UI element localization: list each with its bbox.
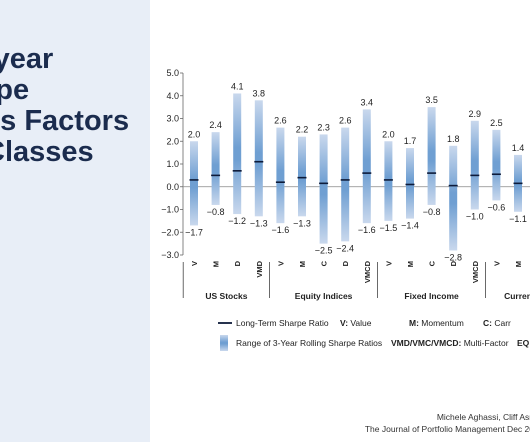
category-label: V — [384, 261, 393, 266]
high-value-label: 3.4 — [361, 97, 374, 107]
group-label: Equity Indices — [295, 291, 353, 301]
high-value-label: 2.9 — [469, 109, 482, 119]
category-label: M — [298, 261, 307, 267]
legend-abbreviation: C: Carr — [483, 318, 511, 328]
range-bar — [406, 148, 414, 219]
range-bar — [449, 145, 458, 251]
high-value-label: 2.6 — [339, 116, 352, 126]
low-value-label: −1.3 — [293, 218, 311, 228]
group-label: Curren — [504, 291, 530, 301]
source-citation-line-2: The Journal of Portfolio Management Dec … — [364, 424, 530, 434]
slide-title-line-3: ss Factors — [0, 105, 130, 137]
high-value-label: 4.1 — [231, 81, 244, 91]
slide-title-line-2: rpe — [0, 74, 30, 106]
low-value-label: −2.4 — [336, 243, 354, 253]
category-label: VMCD — [471, 260, 480, 283]
legend-mean-label: Long-Term Sharpe Ratio — [236, 318, 329, 328]
high-value-label: 2.2 — [296, 125, 309, 135]
legend-abbreviation: V: Value — [340, 318, 372, 328]
title-panel: -year rpe ss Factors Classes — [0, 0, 150, 442]
high-value-label: 2.0 — [188, 129, 201, 139]
range-bar — [384, 141, 393, 221]
low-value-label: −1.4 — [401, 221, 419, 231]
category-label: D — [233, 260, 242, 266]
category-label: C — [320, 260, 329, 266]
range-bar — [211, 132, 220, 205]
y-tick-label: 5.0 — [166, 68, 179, 78]
high-value-label: 2.3 — [317, 122, 330, 132]
range-bar — [276, 127, 285, 224]
high-value-label: 2.0 — [382, 129, 395, 139]
y-tick-label: −2.0 — [161, 227, 179, 237]
high-value-label: 2.6 — [274, 116, 287, 126]
high-value-label: 1.7 — [404, 136, 417, 146]
category-label: M — [212, 261, 221, 267]
y-tick-label: 2.0 — [166, 136, 179, 146]
category-label: M — [406, 261, 415, 267]
category-label: V — [190, 261, 199, 266]
slide-title-line-1: -year — [0, 43, 54, 75]
low-value-label: −1.6 — [358, 225, 376, 235]
range-bar — [254, 100, 263, 217]
low-value-label: −1.5 — [380, 223, 398, 233]
y-tick-label: 3.0 — [166, 114, 179, 124]
high-value-label: 3.5 — [425, 95, 438, 105]
low-value-label: −1.3 — [250, 218, 268, 228]
low-value-label: −0.6 — [488, 202, 506, 212]
category-label: V — [492, 261, 501, 266]
range-bar — [298, 136, 306, 217]
low-value-label: −1.1 — [509, 214, 527, 224]
range-bar — [470, 120, 479, 210]
low-value-label: −2.8 — [444, 252, 462, 262]
y-tick-label: 4.0 — [166, 91, 179, 101]
legend-abbreviation: VMD/VMC/VMCD: Multi-Factor — [391, 338, 509, 348]
slide-title: -year rpe ss Factors Classes — [0, 44, 150, 168]
high-value-label: 1.8 — [447, 134, 460, 144]
low-value-label: −0.8 — [207, 207, 225, 217]
range-bar — [362, 109, 371, 224]
range-bar — [341, 127, 350, 242]
low-value-label: −1.7 — [185, 227, 203, 237]
category-label: V — [276, 261, 285, 266]
legend-abbreviation: M: Momentum — [409, 318, 464, 328]
legend-range-swatch — [220, 335, 228, 351]
range-bar — [492, 129, 501, 201]
category-label: C — [428, 260, 437, 266]
high-value-label: 1.4 — [512, 143, 525, 153]
low-value-label: −1.6 — [272, 225, 290, 235]
y-tick-label: 0.0 — [166, 182, 179, 192]
y-tick-label: −3.0 — [161, 250, 179, 260]
range-bar — [233, 93, 242, 215]
range-bar — [190, 141, 198, 226]
low-value-label: −0.8 — [423, 207, 441, 217]
low-value-label: −1.2 — [228, 216, 246, 226]
group-label: Fixed Income — [404, 291, 459, 301]
source-citation-line-1: Michele Aghassi, Cliff Asn — [436, 412, 530, 422]
category-label: D — [449, 260, 458, 266]
category-label: D — [341, 260, 350, 266]
legend-abbreviation: EQ — [517, 338, 530, 348]
high-value-label: 2.5 — [490, 118, 503, 128]
low-value-label: −2.5 — [315, 246, 333, 256]
y-tick-label: 1.0 — [166, 159, 179, 169]
sharpe-ratio-chart: 5.0 4.0 3.0 2.0 1.0 0.0 −1.0 −2.0 −3.0 2.0 −1.7 V 2… — [161, 68, 530, 351]
legend-range-label: Range of 3-Year Rolling Sharpe Ratios — [236, 338, 382, 348]
category-label: VMCD — [363, 260, 372, 283]
category-label: M — [514, 261, 523, 267]
y-tick-label: −1.0 — [161, 205, 179, 215]
high-value-label: 3.8 — [253, 88, 266, 98]
range-bar — [427, 107, 436, 205]
category-label: VMD — [255, 260, 264, 277]
group-label: US Stocks — [205, 291, 247, 301]
slide-title-line-4: Classes — [0, 136, 94, 168]
low-value-label: −1.0 — [466, 212, 484, 222]
high-value-label: 2.4 — [209, 120, 222, 130]
range-bar — [319, 134, 328, 244]
